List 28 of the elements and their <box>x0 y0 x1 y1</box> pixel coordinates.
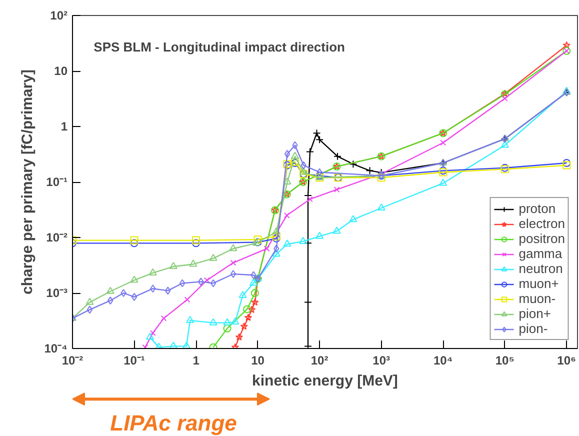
legend-label: positron <box>518 231 565 246</box>
y-tick-label: 10⁻² <box>46 230 68 244</box>
y-tick-label: 10 <box>54 64 68 78</box>
legend-label: pion- <box>518 321 548 336</box>
y-tick-label: 1 <box>60 120 68 134</box>
x-tick-label: 10⁶ <box>557 354 576 368</box>
y-axis-title: charge per primary [fC/primary] <box>19 69 36 295</box>
y-tick-label: 10⁻¹ <box>46 175 68 189</box>
x-tick-label: 10² <box>310 354 328 368</box>
text: SPS BLM - Longitudinal impact direction <box>94 39 346 54</box>
legend-label: muon+ <box>518 276 559 291</box>
legend-label: electron <box>518 216 565 231</box>
x-tick-label: 10³ <box>372 354 390 368</box>
x-tick-label: 1 <box>192 354 200 368</box>
x-tick-label: 10⁵ <box>495 354 514 368</box>
x-axis-title: kinetic energy [MeV] <box>252 372 398 390</box>
legend-label: gamma <box>518 246 562 261</box>
x-tick-label: 10⁻¹ <box>124 354 145 368</box>
legend-label: neutron <box>518 261 563 276</box>
text: LIPAc range <box>110 410 237 436</box>
legend-label: proton <box>518 201 556 216</box>
legend-label: muon- <box>518 291 556 306</box>
x-tick-label: 10⁴ <box>433 354 453 368</box>
x-tick-label: 10 <box>251 354 265 368</box>
y-tick-label: 10² <box>50 8 68 22</box>
y-tick-label: 10⁻³ <box>46 286 68 300</box>
legend-label: pion+ <box>518 306 551 321</box>
y-tick-label: 10⁻⁴ <box>44 342 68 356</box>
